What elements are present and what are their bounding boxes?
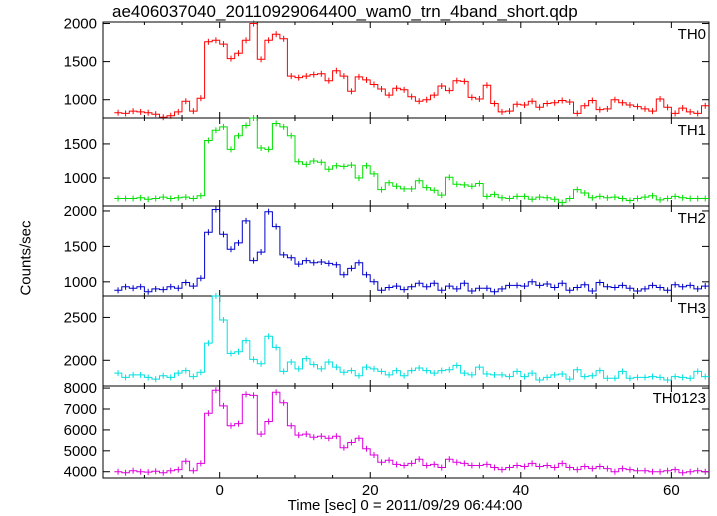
series-line-TH0123 <box>114 389 709 474</box>
chart-title: ae406037040_20110929064400_wam0_trn_4ban… <box>112 2 578 21</box>
y-tick-label: 2000 <box>64 203 97 220</box>
panel-frame <box>102 295 710 387</box>
panel-frame <box>102 205 710 297</box>
panel-name: TH3 <box>678 300 706 317</box>
y-tick-label: 7000 <box>64 401 97 418</box>
y-tick-label: 6000 <box>64 422 97 439</box>
y-tick-label: 4000 <box>64 464 97 481</box>
panel-frame <box>102 21 710 119</box>
y-tick-label: 1500 <box>64 238 97 255</box>
y-tick-label: 1500 <box>64 136 97 153</box>
x-tick-label: 40 <box>512 482 529 499</box>
panel-name: TH0123 <box>653 390 706 407</box>
y-tick-label: 1500 <box>64 54 97 71</box>
x-axis-label: Time [sec] 0 = 2011/09/29 06:44:00 <box>287 497 523 514</box>
y-tick-label: 2000 <box>64 16 97 33</box>
y-tick-label: 8000 <box>64 380 97 397</box>
y-tick-label: 1000 <box>64 170 97 187</box>
y-tick-label: 1000 <box>64 274 97 291</box>
panel-name: TH1 <box>678 122 706 139</box>
series-line-TH0 <box>114 23 709 118</box>
series-line-TH3 <box>114 295 709 381</box>
x-tick-label: 20 <box>362 482 379 499</box>
y-tick-label: 5000 <box>64 443 97 460</box>
panel-name: TH2 <box>678 210 706 227</box>
x-tick-label: 0 <box>216 482 224 499</box>
panel-name: TH0 <box>678 26 706 43</box>
y-tick-label: 2500 <box>64 309 97 326</box>
y-tick-label: 2000 <box>64 352 97 369</box>
series-line-TH2 <box>114 209 709 293</box>
panel-frame <box>102 117 710 207</box>
y-tick-label: 1000 <box>64 92 97 109</box>
x-tick-label: 60 <box>663 482 680 499</box>
panel-frame <box>102 385 710 479</box>
